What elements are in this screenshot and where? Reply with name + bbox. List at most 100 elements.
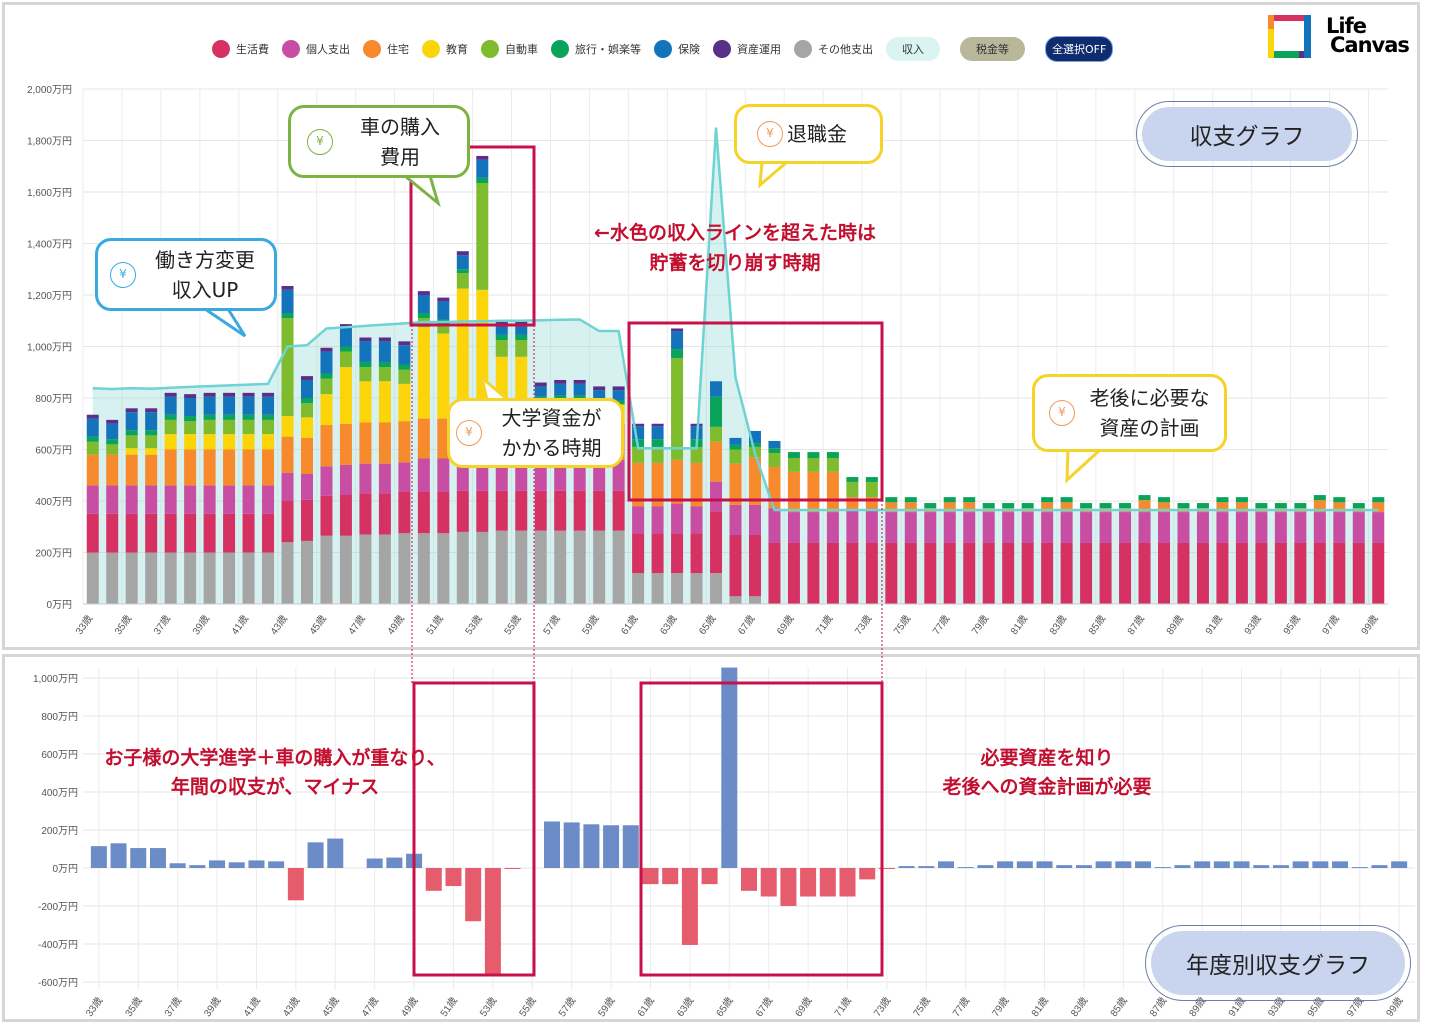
bar-segment-66-7 <box>729 437 742 445</box>
bar-segment-52-6 <box>456 269 469 274</box>
balance-bar-44 <box>307 842 324 868</box>
bar-segment-52-0 <box>456 531 469 604</box>
legend-car[interactable]: 自動車 <box>481 40 538 58</box>
bar-segment-87-6 <box>1138 495 1151 501</box>
balance-bar-34 <box>110 843 127 868</box>
bar-segment-93-6 <box>1255 503 1268 509</box>
legend-education[interactable]: 教育 <box>422 40 468 58</box>
x-tick-label: 63歳 <box>674 995 696 1019</box>
bar-segment-59-7 <box>593 390 606 401</box>
bar-segment-73-5 <box>865 481 878 498</box>
bar-segment-59-8 <box>593 386 606 391</box>
bar-segment-33-0 <box>86 552 99 604</box>
bar-segment-35-6 <box>125 430 138 436</box>
bar-segment-41-3 <box>242 449 255 486</box>
bar-segment-98-6 <box>1352 503 1365 509</box>
bar-segment-42-7 <box>262 396 275 415</box>
bar-segment-51-7 <box>437 301 450 320</box>
y-tick-label: 600万円 <box>35 446 72 457</box>
balance-bar-92 <box>1253 865 1270 868</box>
legend-travel[interactable]: 旅行・娯楽等 <box>551 40 641 58</box>
bar-segment-82-1 <box>1041 542 1054 604</box>
bar-segment-97-2 <box>1333 512 1346 543</box>
bar-segment-62-6 <box>651 439 664 447</box>
bar-segment-45-0 <box>320 535 333 604</box>
x-tick-label: 99歳 <box>1359 613 1381 637</box>
bar-segment-39-7 <box>203 396 216 415</box>
bar-segment-38-2 <box>184 485 197 514</box>
bar-segment-63-5 <box>671 358 684 460</box>
bar-segment-33-8 <box>86 414 99 419</box>
bar-segment-35-3 <box>125 454 138 486</box>
legend-other-expenses[interactable]: その他支出 <box>794 40 873 58</box>
bar-segment-52-1 <box>456 490 469 532</box>
y-tick-label: 2,000万円 <box>27 85 72 96</box>
bar-segment-67-0 <box>748 596 761 604</box>
legend-housing[interactable]: 住宅 <box>363 40 409 58</box>
x-tick-label: 81歳 <box>1029 995 1051 1019</box>
bar-segment-93-2 <box>1255 512 1268 543</box>
bar-segment-37-1 <box>164 513 177 553</box>
balance-bar-97 <box>1351 867 1368 869</box>
x-tick-label: 61歳 <box>635 995 657 1019</box>
bar-segment-72-1 <box>846 542 859 604</box>
bar-segment-74-3 <box>885 502 898 513</box>
bar-segment-43-8 <box>281 285 294 290</box>
bar-segment-36-3 <box>145 454 158 486</box>
bar-segment-46-2 <box>339 464 352 495</box>
bar-segment-85-2 <box>1099 512 1112 543</box>
income-line-note: ←水色の収入ラインを超えた時は 貯蓄を切り崩す時期 <box>594 222 876 274</box>
x-tick-label: 57歳 <box>556 995 578 1019</box>
legend-insurance[interactable]: 保険 <box>654 40 700 58</box>
bar-segment-64-5 <box>690 446 703 463</box>
logo-mark-icon <box>1268 15 1311 58</box>
balance-bar-85 <box>1115 861 1132 868</box>
bar-segment-42-3 <box>262 449 275 486</box>
deselect-all-button[interactable]: 全選択OFF <box>1045 36 1114 62</box>
bar-segment-37-3 <box>164 449 177 486</box>
bar-segment-71-3 <box>826 471 839 513</box>
bar-segment-64-1 <box>690 533 703 574</box>
x-tick-label: 39歳 <box>190 613 212 637</box>
balance-bar-79 <box>997 861 1014 868</box>
yen-icon: ¥ <box>757 121 783 147</box>
bar-segment-44-2 <box>300 473 313 500</box>
bar-segment-83-3 <box>1060 502 1073 513</box>
bar-segment-90-1 <box>1196 542 1209 604</box>
bar-segment-39-5 <box>203 419 216 435</box>
legend-personal-expenses[interactable]: 個人支出 <box>282 40 350 58</box>
bar-segment-88-2 <box>1158 512 1171 543</box>
x-tick-label: 59歳 <box>580 613 602 637</box>
tax-toggle-button[interactable]: 税金等 <box>960 37 1025 61</box>
yen-icon: ¥ <box>110 261 136 288</box>
bar-segment-41-6 <box>242 414 255 420</box>
balance-bar-59 <box>603 825 620 868</box>
balance-bar-68 <box>780 868 797 906</box>
bar-segment-53-8 <box>476 155 489 160</box>
callout-work-style-change: ¥ 働き方変更 収入UP <box>95 238 277 311</box>
x-tick-label: 93歳 <box>1242 613 1264 637</box>
bar-segment-35-8 <box>125 408 138 413</box>
bar-segment-99-1 <box>1372 542 1385 604</box>
income-toggle-button[interactable]: 収入 <box>886 37 940 61</box>
balance-bar-81 <box>1036 861 1053 868</box>
bar-segment-34-1 <box>106 513 119 553</box>
bar-segment-40-2 <box>223 485 236 514</box>
bar-segment-88-3 <box>1158 502 1171 513</box>
legend-living-expenses[interactable]: 生活費 <box>212 40 269 58</box>
legend-investment[interactable]: 資産運用 <box>713 40 781 58</box>
bar-segment-48-8 <box>378 337 391 342</box>
bar-segment-68-6 <box>768 448 781 454</box>
balance-bar-40 <box>228 862 245 868</box>
bar-segment-47-0 <box>359 534 372 604</box>
y-tick-label: 1,000万円 <box>27 343 72 354</box>
bar-segment-62-8 <box>651 423 664 427</box>
bar-segment-82-2 <box>1041 512 1054 543</box>
bar-segment-57-7 <box>554 383 567 396</box>
x-tick-label: 41歳 <box>229 613 251 637</box>
bar-segment-39-1 <box>203 513 216 553</box>
bar-segment-52-5 <box>456 273 469 289</box>
bar-segment-65-0 <box>710 573 723 604</box>
bar-segment-91-2 <box>1216 512 1229 543</box>
bar-segment-65-7 <box>710 381 723 397</box>
